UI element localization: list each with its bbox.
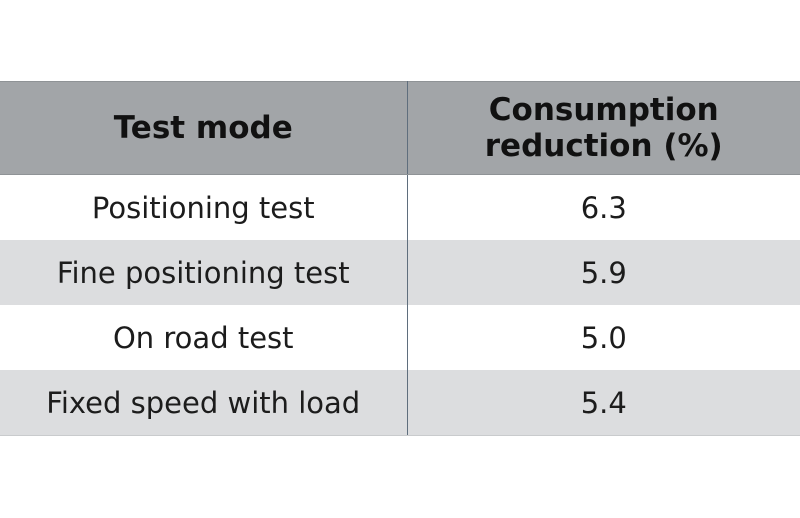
header-consumption-line1: Consumption xyxy=(488,92,719,128)
header-consumption-reduction: Consumption reduction (%) xyxy=(407,81,800,175)
cell-consumption-reduction: 5.9 xyxy=(407,240,800,305)
table-row: Fixed speed with load 5.4 xyxy=(0,370,800,436)
table-header-row: Test mode Consumption reduction (%) xyxy=(0,81,800,175)
cell-consumption-reduction: 6.3 xyxy=(407,174,800,240)
table-row: On road test 5.0 xyxy=(0,305,800,370)
cell-test-mode: Positioning test xyxy=(0,174,408,240)
cell-test-mode: Fine positioning test xyxy=(0,240,408,305)
table-row: Fine positioning test 5.9 xyxy=(0,240,800,305)
header-test-mode: Test mode xyxy=(0,81,408,175)
header-consumption-line2: reduction (%) xyxy=(484,128,723,164)
cell-consumption-reduction: 5.0 xyxy=(407,305,800,370)
header-test-mode-label: Test mode xyxy=(113,110,293,146)
consumption-table: Test mode Consumption reduction (%) Posi… xyxy=(0,81,800,436)
cell-test-mode: Fixed speed with load xyxy=(0,370,408,436)
cell-test-mode: On road test xyxy=(0,305,408,370)
table-row: Positioning test 6.3 xyxy=(0,174,800,240)
cell-consumption-reduction: 5.4 xyxy=(407,370,800,436)
